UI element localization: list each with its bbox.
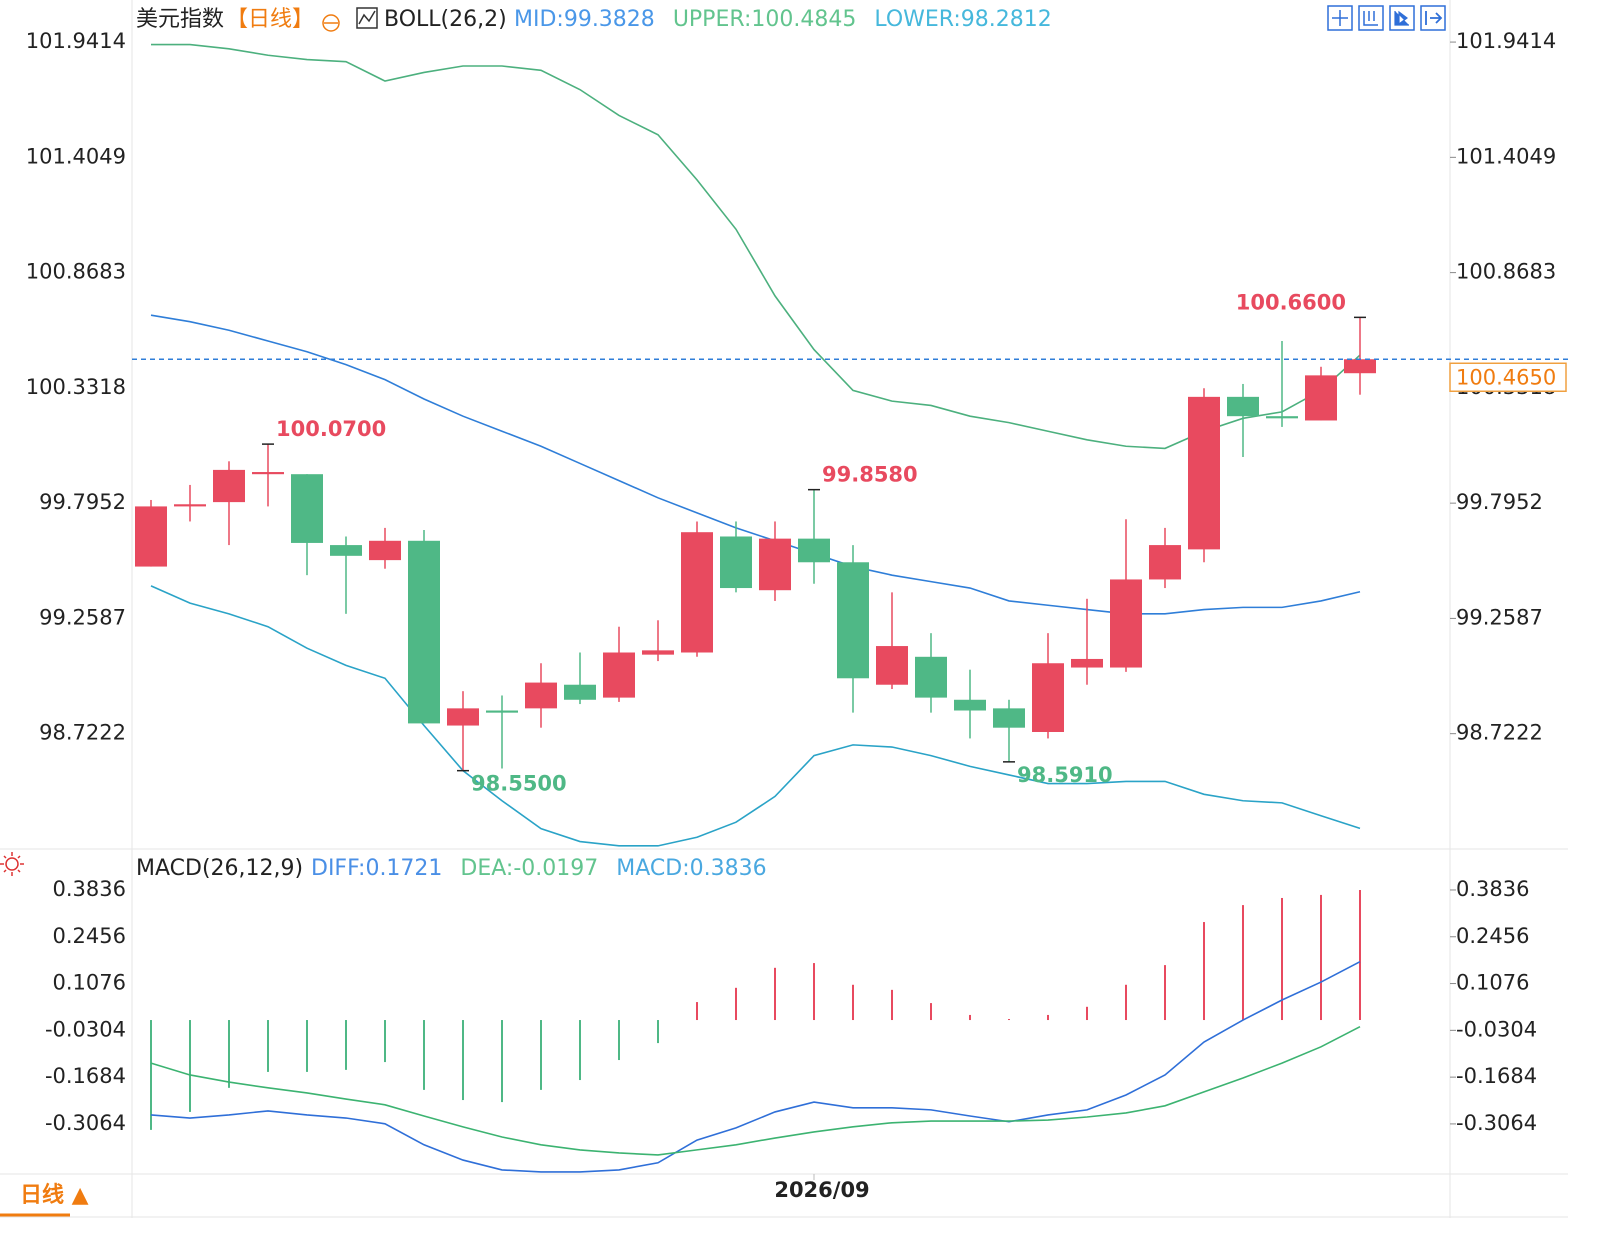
legend-entry: DEA:-0.0197 [460,856,598,881]
candle-body [408,540,440,724]
y-tick-label: 0.3836 [53,877,126,901]
period-tab[interactable] [0,1176,130,1216]
candle-body [837,562,869,679]
indicator-label: BOLL(26,2) [384,7,507,32]
toolbar [1327,5,1446,31]
y-tick-label: 101.9414 [26,29,126,53]
legend-entry: DIFF:0.1721 [311,856,442,881]
candle-body [720,536,752,589]
candle-body [1149,545,1181,580]
candle-body [135,506,167,567]
x-tick-label: 2026/09 [774,1178,869,1202]
y-tick-label: 0.2456 [53,924,126,948]
candle-body [330,545,362,556]
toolbar-glyph[interactable] [1425,11,1443,25]
y-tick-label: 100.8683 [26,260,126,284]
legend-entry: UPPER:100.4845 [673,7,857,32]
y-tick-label: 99.7952 [1456,490,1543,514]
macd-line [150,960,1361,1173]
candle-body [1071,658,1103,668]
candle-body [1110,579,1142,668]
candle-body [759,538,791,591]
y-tick-label: 101.9414 [1456,29,1556,53]
y-tick-label: 0.2456 [1456,924,1529,948]
candle-body [1188,396,1220,550]
y-tick-label: -0.3064 [45,1111,126,1135]
high-label: 100.6600 [1236,290,1346,314]
y-tick-label: -0.0304 [1456,1017,1537,1041]
candle-body [291,474,323,543]
y-tick-label: 99.2587 [1456,605,1543,629]
indicator-icon[interactable] [356,7,378,29]
period-tab-label[interactable]: 日线 ▲ [20,1182,89,1208]
low-label: 98.5910 [1017,763,1113,787]
candle-body [1305,375,1337,421]
y-tick-label: 98.7222 [39,721,126,745]
y-tick-label: 99.2587 [39,605,126,629]
candle-body [681,532,713,653]
candle-body [954,699,986,711]
high-label: 100.0700 [276,417,386,441]
candle-body [1344,359,1376,374]
indicator-icon-line[interactable] [358,10,376,25]
y-tick-label: 101.4049 [1456,144,1556,168]
candle-body [993,708,1025,728]
candle-body [174,504,206,507]
settings-icon[interactable] [322,14,340,32]
y-tick-label: 98.7222 [1456,721,1543,745]
legend-entry: LOWER:98.2812 [874,7,1051,32]
y-tick-label: -0.1684 [45,1064,126,1088]
legend-entry: MACD:0.3836 [616,856,766,881]
candle-body [447,708,479,726]
panel-icon-rays[interactable] [0,852,24,876]
candle-body [798,538,830,563]
indicator-icon-box[interactable] [356,7,378,29]
panel-icon[interactable] [0,852,24,876]
last-price-label: 100.4650 [1456,365,1556,389]
period-label: 【日线】 [226,7,314,32]
candle-body [1266,416,1298,419]
toolbar-button[interactable] [1358,5,1384,31]
candle-body [213,469,245,503]
band-line [151,43,1361,450]
chart-title: 美元指数 [136,7,224,32]
candle-body [603,652,635,698]
band-line [150,585,1361,847]
y-tick-label: 0.1076 [1456,971,1529,995]
y-tick-label: -0.1684 [1456,1064,1537,1088]
y-tick-label: 0.3836 [1456,877,1529,901]
y-tick-label: 100.3318 [26,375,126,399]
candle-body [642,650,674,655]
low-label: 98.5500 [471,772,567,796]
candle-body [564,684,596,700]
panel-icon-ring[interactable] [5,857,19,871]
last-price-box [1449,362,1567,393]
y-tick-label: -0.3064 [1456,1111,1537,1135]
macd-line [150,1025,1361,1156]
candle-body [915,656,947,698]
y-tick-label: 101.4049 [26,144,126,168]
band-line [150,314,1361,615]
candle-body [1227,396,1259,417]
toolbar-glyph[interactable] [1363,11,1378,26]
candle-body [1032,663,1064,732]
y-tick-label: 100.8683 [1456,260,1556,284]
y-tick-label: 99.7952 [39,490,126,514]
high-label: 99.8580 [822,463,918,487]
candle-body [876,646,908,685]
candle-body [486,710,518,713]
macd-title: MACD(26,12,9) [136,856,303,881]
y-tick-label: 0.1076 [53,971,126,995]
toolbar-glyph[interactable] [1394,10,1409,26]
candle-body [252,472,284,475]
y-tick-label: -0.0304 [45,1017,126,1041]
candle-body [525,682,557,709]
toolbar-glyph[interactable] [1332,10,1348,26]
legend-entry: MID:99.3828 [514,7,655,32]
settings-icon-ring[interactable] [322,14,340,32]
candle-body [369,540,401,561]
